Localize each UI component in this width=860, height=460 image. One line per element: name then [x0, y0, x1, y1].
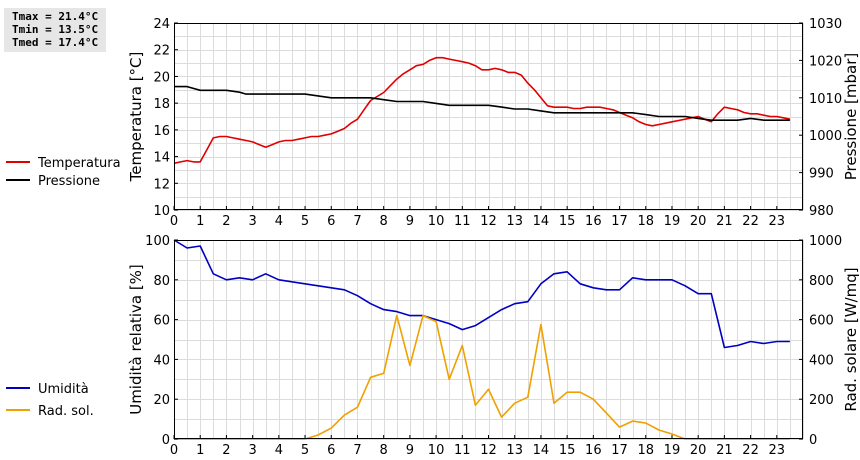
plot-area [174, 240, 803, 439]
y-tick-label: 100 [145, 234, 170, 249]
y-axis-label: Umidità relativa [%] [127, 264, 145, 415]
y-tick-label: 16 [153, 124, 170, 139]
x-tick-label: 5 [301, 214, 309, 229]
x-tick-label: 12 [480, 214, 497, 229]
y2-tick-label: 1000 [809, 129, 842, 144]
x-tick-label: 19 [664, 443, 681, 458]
x-tick-label: 2 [222, 443, 230, 458]
x-tick-label: 20 [690, 214, 707, 229]
series-line-1-2 [174, 85, 790, 121]
y-tick-label: 20 [153, 70, 170, 85]
y2-tick-label: 1000 [809, 234, 842, 249]
x-tick-label: 14 [533, 214, 550, 229]
x-tick-label: 5 [301, 443, 309, 458]
x-tick-label: 9 [406, 443, 414, 458]
x-tick-label: 6 [327, 443, 335, 458]
x-tick-label: 6 [327, 214, 335, 229]
y-tick-label: 12 [153, 177, 170, 192]
x-tick-label: 22 [742, 443, 759, 458]
x-tick-label: 21 [716, 214, 733, 229]
x-tick-label: 4 [275, 443, 283, 458]
x-tick-label: 1 [196, 214, 204, 229]
x-tick-label: 1 [196, 443, 204, 458]
y-tick-label: 10 [153, 204, 170, 219]
legend-entry: Pressione [38, 174, 100, 189]
x-tick-label: 3 [248, 214, 256, 229]
plot-area [174, 23, 803, 210]
y2-tick-label: 800 [809, 274, 834, 289]
x-tick-label: 18 [637, 443, 654, 458]
y2-axis-label: Rad. solare [W/mq] [842, 267, 860, 411]
x-tick-label: 20 [690, 443, 707, 458]
y2-tick-label: 980 [809, 204, 834, 219]
y2-tick-label: 990 [809, 167, 834, 182]
y-tick-label: 20 [153, 393, 170, 408]
x-tick-label: 17 [611, 443, 628, 458]
series-line-1-1 [173, 56, 791, 165]
x-tick-label: 22 [742, 214, 759, 229]
y2-tick-label: 1020 [809, 54, 842, 69]
x-tick-label: 3 [248, 443, 256, 458]
x-tick-label: 17 [611, 214, 628, 229]
y-tick-label: 24 [153, 17, 170, 32]
x-tick-label: 19 [664, 214, 681, 229]
y2-tick-label: 0 [809, 433, 817, 448]
x-tick-label: 0 [170, 443, 178, 458]
x-tick-label: 7 [353, 214, 361, 229]
stats-box: Tmax = 21.4°C Tmin = 13.5°C Tmed = 17.4°… [4, 8, 106, 52]
y-tick-label: 80 [153, 274, 170, 289]
x-tick-label: 7 [353, 443, 361, 458]
x-tick-label: 9 [406, 214, 414, 229]
x-tick-label: 11 [454, 443, 471, 458]
y2-tick-label: 1010 [809, 92, 842, 107]
y2-tick-label: 1030 [809, 17, 842, 32]
y-tick-label: 40 [153, 353, 170, 368]
y2-tick-label: 600 [809, 314, 834, 329]
x-tick-label: 8 [380, 443, 388, 458]
legend-entry: Temperatura [37, 156, 121, 171]
x-tick-label: 15 [559, 443, 576, 458]
y2-tick-label: 400 [809, 353, 834, 368]
x-tick-label: 10 [428, 214, 445, 229]
x-tick-label: 4 [275, 214, 283, 229]
x-tick-label: 10 [428, 443, 445, 458]
y-tick-label: 60 [153, 314, 170, 329]
tmax-value: Tmax = 21.4°C [12, 10, 99, 23]
x-tick-label: 13 [506, 214, 523, 229]
x-tick-label: 12 [480, 443, 497, 458]
tmed-value: Tmed = 17.4°C [12, 36, 99, 49]
y-tick-label: 22 [153, 44, 170, 59]
x-tick-label: 23 [769, 443, 786, 458]
x-tick-label: 14 [533, 443, 550, 458]
y-tick-label: 18 [153, 97, 170, 112]
tmin-value: Tmin = 13.5°C [12, 23, 99, 36]
y2-axis-label: Pressione [mbar] [842, 53, 860, 181]
series-line-2-1 [173, 239, 790, 349]
y2-tick-label: 200 [809, 393, 834, 408]
legend-entry: Umidità [38, 382, 89, 397]
y-tick-label: 0 [162, 433, 170, 448]
x-tick-label: 23 [769, 214, 786, 229]
x-tick-label: 0 [170, 214, 178, 229]
x-tick-label: 18 [637, 214, 654, 229]
x-tick-label: 13 [506, 443, 523, 458]
x-tick-label: 8 [380, 214, 388, 229]
x-tick-label: 11 [454, 214, 471, 229]
x-tick-label: 21 [716, 443, 733, 458]
y-tick-label: 14 [153, 151, 170, 166]
x-tick-label: 2 [222, 214, 230, 229]
x-tick-label: 16 [585, 214, 602, 229]
x-tick-label: 16 [585, 443, 602, 458]
x-tick-label: 15 [559, 214, 576, 229]
legend-entry: Rad. sol. [38, 404, 94, 419]
y-axis-label: Temperatura [°C] [127, 52, 145, 183]
